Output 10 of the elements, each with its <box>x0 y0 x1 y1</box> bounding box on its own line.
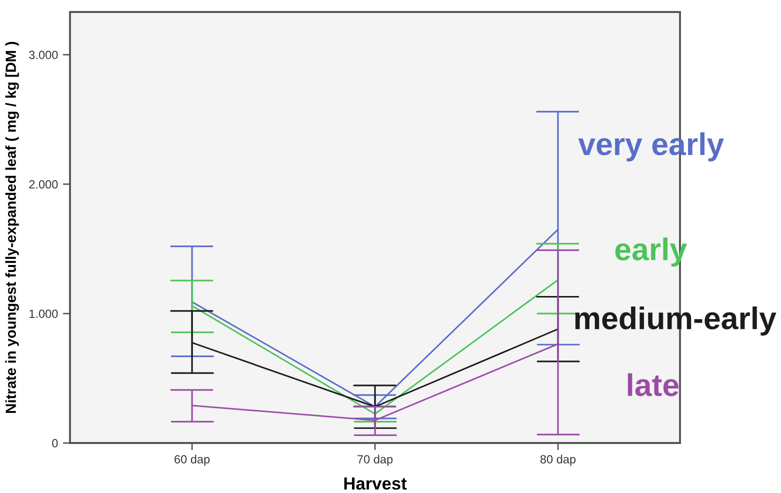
x-tick-label: 80 dap <box>540 454 576 466</box>
y-tick-label: 2.000 <box>29 180 58 189</box>
x-axis-title: Harvest <box>344 478 407 490</box>
x-tick-label: 70 dap <box>358 454 393 466</box>
y-tick-label: 1.000 <box>30 310 58 318</box>
x-tick-label: 60 dap <box>174 454 210 466</box>
y-axis-title: Nitrate in youngest fully-expanded leaf ( mg / kg [DM ) <box>5 42 19 413</box>
text: late <box>628 373 678 396</box>
y-tick-label: 0 <box>52 439 58 448</box>
y-tick-label: 3.000 <box>29 50 58 60</box>
